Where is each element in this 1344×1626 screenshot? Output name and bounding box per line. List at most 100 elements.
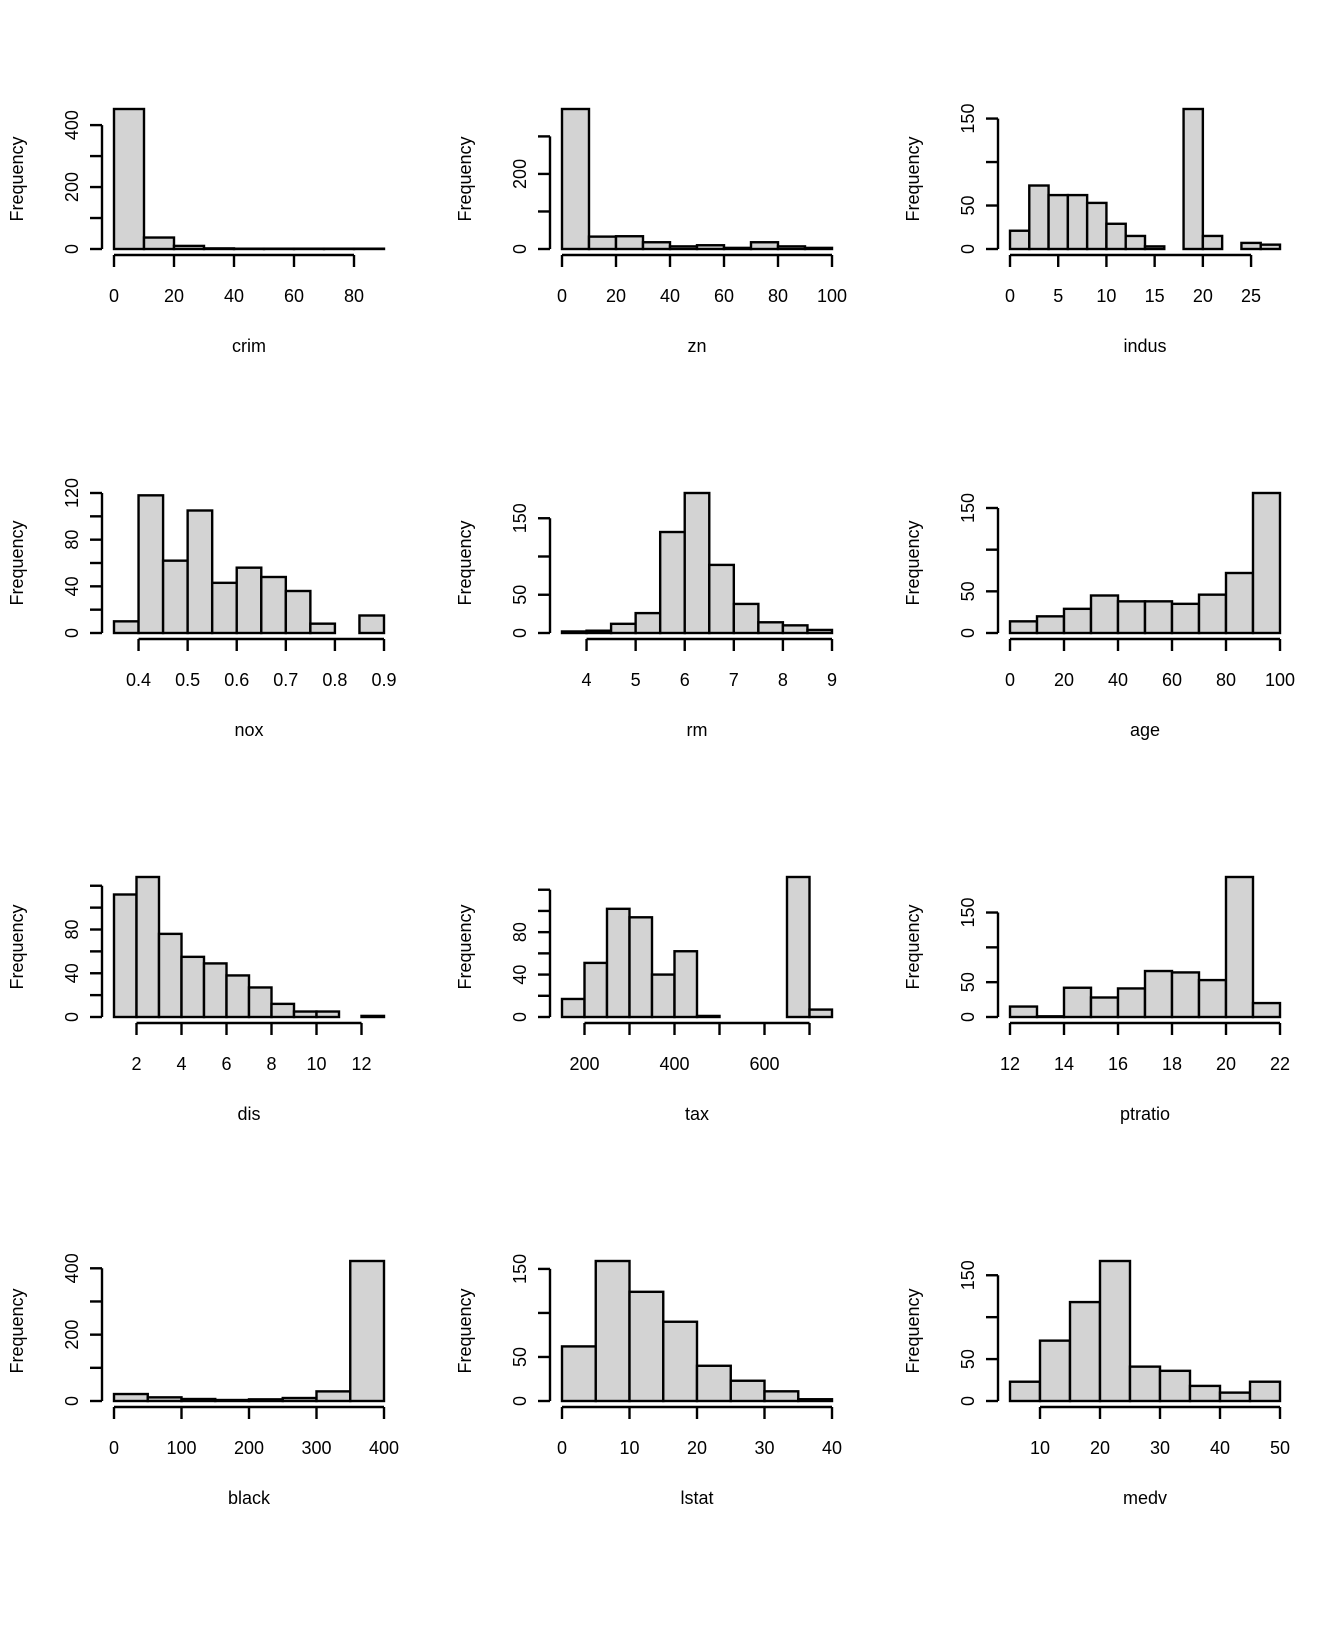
histogram-bar xyxy=(144,238,174,249)
histogram-bar xyxy=(212,583,237,633)
x-tick-label: 6 xyxy=(221,1054,231,1074)
x-tick-label: 20 xyxy=(164,286,184,306)
histogram-bar xyxy=(1010,1382,1040,1401)
x-tick-label: 16 xyxy=(1108,1054,1128,1074)
histogram-bar xyxy=(589,237,616,249)
y-axis-title: Frequency xyxy=(7,904,27,989)
histogram-bar xyxy=(114,109,144,249)
x-tick-label: 8 xyxy=(266,1054,276,1074)
histogram-bar xyxy=(670,246,697,249)
x-tick-label: 10 xyxy=(306,1054,326,1074)
x-tick-label: 20 xyxy=(687,1438,707,1458)
x-axis-title: black xyxy=(228,1488,271,1508)
x-axis-title: indus xyxy=(1123,336,1166,356)
histogram-bar xyxy=(286,591,311,633)
x-tick-label: 100 xyxy=(166,1438,196,1458)
y-tick-label: 50 xyxy=(958,1349,978,1369)
histogram-bar xyxy=(1091,596,1118,634)
histogram-bar xyxy=(215,1400,249,1401)
x-tick-label: 80 xyxy=(768,286,788,306)
x-tick-label: 30 xyxy=(754,1438,774,1458)
histogram-bar xyxy=(660,532,685,633)
histogram-bar xyxy=(1010,231,1029,249)
y-tick-label: 0 xyxy=(958,244,978,254)
x-axis-title: tax xyxy=(685,1104,709,1124)
x-tick-label: 0 xyxy=(1005,286,1015,306)
histogram-bar xyxy=(1172,972,1199,1017)
histogram-bar xyxy=(237,568,262,633)
y-tick-label: 50 xyxy=(958,581,978,601)
x-tick-label: 600 xyxy=(749,1054,779,1074)
histogram-bar xyxy=(272,1004,295,1017)
x-tick-label: 20 xyxy=(1090,1438,1110,1458)
x-axis-title: crim xyxy=(232,336,266,356)
histogram-bar xyxy=(1126,236,1145,249)
histogram-bar xyxy=(652,975,675,1017)
x-tick-label: 300 xyxy=(301,1438,331,1458)
y-tick-label: 80 xyxy=(510,922,530,942)
x-tick-label: 20 xyxy=(606,286,626,306)
y-tick-label: 0 xyxy=(510,628,530,638)
histogram-bar xyxy=(611,624,636,633)
x-tick-label: 60 xyxy=(714,286,734,306)
histogram-bar xyxy=(1091,997,1118,1017)
histogram-bar xyxy=(1172,604,1199,633)
histogram-bar xyxy=(163,561,188,633)
x-tick-label: 6 xyxy=(680,670,690,690)
histogram-bar xyxy=(1118,601,1145,633)
x-tick-label: 20 xyxy=(1193,286,1213,306)
x-tick-label: 0.5 xyxy=(175,670,200,690)
histogram-bar xyxy=(1070,1302,1100,1401)
x-tick-label: 0 xyxy=(557,286,567,306)
histogram-bar xyxy=(724,248,751,249)
x-tick-label: 12 xyxy=(351,1054,371,1074)
histogram-bar xyxy=(1037,1016,1064,1017)
histogram-bar xyxy=(1145,971,1172,1017)
histogram-bar xyxy=(778,246,805,249)
x-tick-label: 400 xyxy=(369,1438,399,1458)
x-axis-title: dis xyxy=(237,1104,260,1124)
histogram-bar xyxy=(783,625,808,633)
histogram-bar xyxy=(1226,877,1253,1017)
histogram-bar xyxy=(562,631,587,633)
y-tick-label: 150 xyxy=(510,1254,530,1284)
x-tick-label: 0 xyxy=(109,286,119,306)
histogram-bar xyxy=(317,1391,351,1401)
x-axis-title: medv xyxy=(1123,1488,1167,1508)
histogram-bar xyxy=(362,1016,385,1017)
histogram-bar xyxy=(807,630,832,633)
histogram-bar xyxy=(174,246,204,249)
x-tick-label: 20 xyxy=(1054,670,1074,690)
histogram-bar xyxy=(182,957,205,1017)
y-tick-label: 150 xyxy=(958,1260,978,1290)
histogram-bar xyxy=(188,511,213,634)
histogram-bar xyxy=(249,987,272,1017)
y-axis-title: Frequency xyxy=(455,136,475,221)
histogram-bar xyxy=(697,245,724,249)
y-tick-label: 200 xyxy=(510,159,530,189)
x-tick-label: 200 xyxy=(234,1438,264,1458)
y-tick-label: 200 xyxy=(62,1320,82,1350)
histogram-bar xyxy=(139,495,164,633)
histogram-bar xyxy=(1145,601,1172,633)
x-tick-label: 14 xyxy=(1054,1054,1074,1074)
y-axis-title: Frequency xyxy=(455,904,475,989)
x-tick-label: 60 xyxy=(1162,670,1182,690)
y-axis-title: Frequency xyxy=(903,136,923,221)
histogram-bar xyxy=(1087,203,1106,249)
histogram-bar xyxy=(1199,595,1226,633)
x-tick-label: 0 xyxy=(557,1438,567,1458)
histogram-bar xyxy=(294,1012,317,1017)
y-tick-label: 80 xyxy=(62,919,82,939)
x-tick-label: 7 xyxy=(729,670,739,690)
